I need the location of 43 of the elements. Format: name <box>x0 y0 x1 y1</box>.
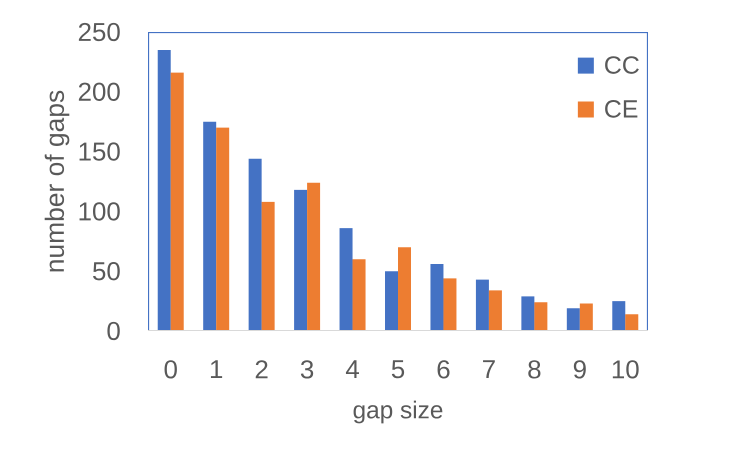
bar <box>398 247 412 331</box>
y-tick-label: 200 <box>78 82 120 101</box>
x-tick-label: 0 <box>164 360 177 379</box>
bar <box>580 303 593 331</box>
bar <box>385 271 398 331</box>
bar <box>307 182 320 331</box>
y-tick-label: 250 <box>78 22 120 42</box>
bar <box>248 158 262 331</box>
bar <box>170 72 184 331</box>
x-tick-label: 8 <box>528 360 540 379</box>
y-tick-label: 100 <box>80 202 120 221</box>
bar <box>216 128 230 331</box>
bar <box>521 296 534 331</box>
bar <box>352 259 366 331</box>
x-tick-label: 3 <box>300 360 314 379</box>
x-tick-label: 10 <box>612 360 639 379</box>
x-tick-label: 9 <box>574 360 586 379</box>
y-tick-label: 0 <box>107 322 120 340</box>
x-tick-label: 6 <box>438 360 450 379</box>
bar <box>203 122 216 331</box>
x-tick-label: 2 <box>256 360 268 378</box>
bar <box>262 202 275 331</box>
x-tick-label: 4 <box>346 360 359 378</box>
bar <box>430 264 444 331</box>
legend-label: CC <box>605 56 639 74</box>
bar <box>476 280 489 331</box>
bar <box>566 308 580 331</box>
legend-label: CE <box>605 100 638 118</box>
bar <box>443 278 456 331</box>
y-tick-label: 150 <box>80 142 120 161</box>
y-axis-title: number of gaps <box>44 90 70 272</box>
x-tick-label: 5 <box>392 360 404 378</box>
bar <box>612 301 626 331</box>
x-tick-label: 7 <box>483 360 495 378</box>
bar <box>534 302 548 331</box>
x-axis-title: gap size <box>354 400 442 424</box>
bar <box>294 190 308 331</box>
bar <box>488 290 502 331</box>
x-tick-label: 1 <box>210 360 222 378</box>
bar <box>625 314 638 331</box>
y-tick-label: 50 <box>93 262 120 280</box>
bar <box>158 50 171 331</box>
bar <box>340 228 353 331</box>
